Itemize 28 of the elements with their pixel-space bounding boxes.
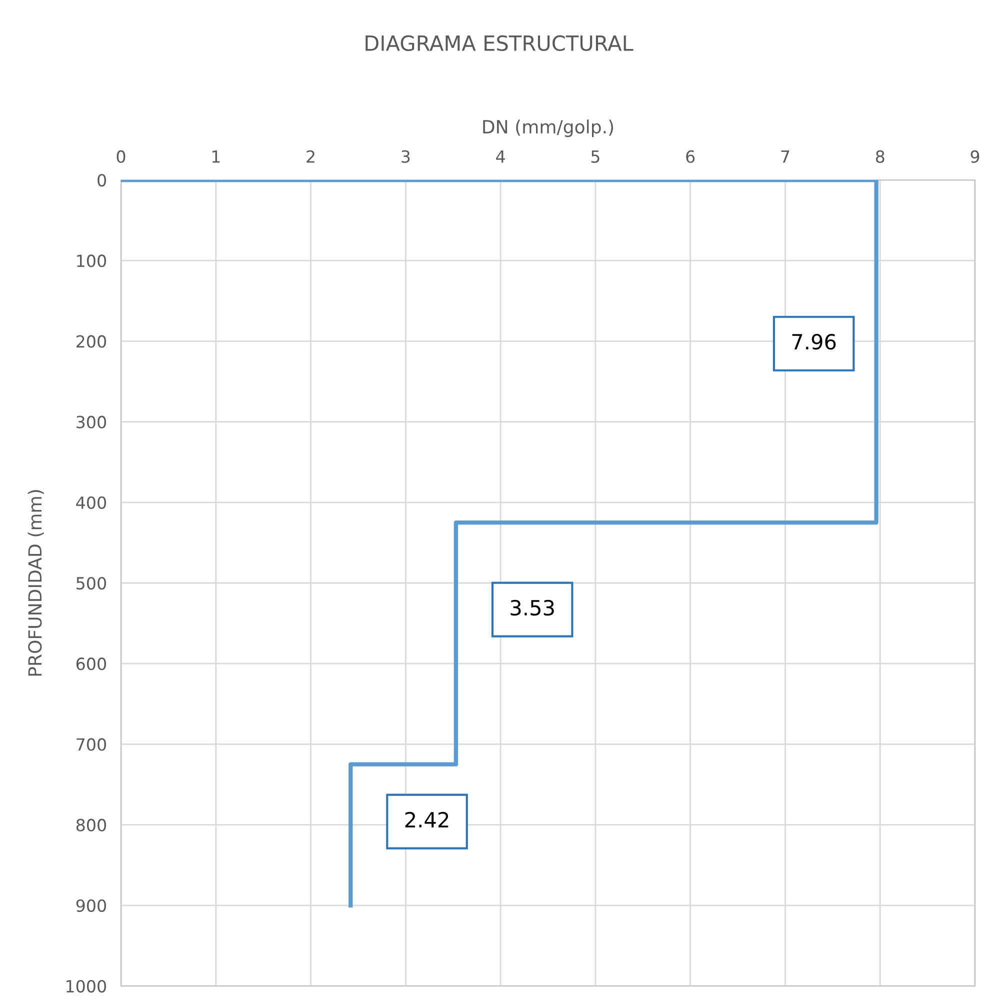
x-tick-label: 0 (116, 150, 126, 163)
chart-title: DIAGRAMA ESTRUCTURAL (366, 35, 634, 52)
x-tick-label: 8 (876, 150, 884, 163)
y-tick-label: 300 (76, 416, 106, 428)
x-tick-label: 7 (781, 150, 790, 163)
y-tick-label: 200 (76, 335, 106, 348)
x-tick-label: 2 (306, 150, 314, 163)
annotation: 3.53 (510, 600, 554, 616)
y-tick-label: 500 (76, 576, 106, 590)
y-tick-label: 0 (98, 174, 106, 187)
x-axis-title: DN (mm/golp.) (483, 120, 614, 138)
x-tick-label: 1 (212, 150, 220, 163)
y-tick-label: 700 (76, 738, 106, 751)
y-tick-label: 1000 (66, 980, 106, 993)
y-tick-label: 100 (77, 254, 106, 268)
line-series (121, 180, 878, 908)
x-tick-label: 4 (496, 150, 505, 163)
y-axis-title: PROFUNDIDAD (mm) (28, 490, 44, 676)
x-tick-label: 6 (686, 150, 695, 163)
y-tick-label: 600 (76, 658, 106, 670)
annotation: 2.42 (405, 812, 448, 828)
y-tick-label: 900 (76, 899, 106, 912)
annotation: 7.96 (792, 334, 836, 350)
x-tick-label: 3 (402, 150, 410, 163)
y-tick-label: 800 (76, 818, 106, 832)
y-tick-label: 400 (76, 496, 106, 509)
x-tick-label: 5 (591, 150, 600, 163)
x-tick-label: 9 (970, 150, 980, 163)
